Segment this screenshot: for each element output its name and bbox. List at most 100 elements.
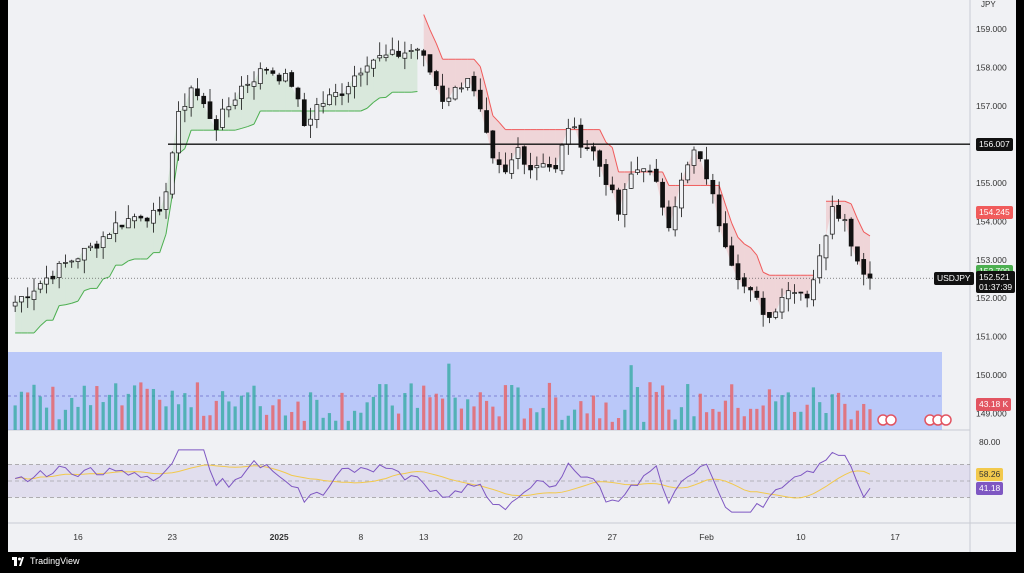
- supertrend-up-fill: [411, 49, 418, 93]
- candle-body: [144, 217, 150, 222]
- supertrend-up-line: [159, 233, 167, 253]
- candle-body: [477, 89, 483, 110]
- candle-body: [301, 99, 307, 126]
- volume-bar: [836, 392, 841, 430]
- candle-body: [320, 103, 326, 107]
- volume-bar: [711, 408, 715, 430]
- supertrend-up-line: [366, 102, 374, 109]
- volume-bar: [818, 402, 822, 430]
- candle-body: [37, 283, 43, 290]
- volume-bar: [786, 392, 790, 430]
- volume-bar: [158, 399, 162, 430]
- supertrend-up-fill: [379, 55, 386, 98]
- candle-body: [710, 179, 716, 195]
- supertrend-up-fill: [404, 50, 412, 93]
- supertrend-up-fill: [247, 81, 254, 127]
- supertrend-up-line: [52, 305, 60, 321]
- volume-bar: [692, 416, 696, 430]
- candle-body: [836, 204, 841, 219]
- supertrend-down-line: [724, 204, 733, 224]
- candle-body: [779, 296, 785, 313]
- candle-body: [565, 128, 571, 145]
- supertrend-up-line: [84, 287, 91, 292]
- volume-bar: [32, 384, 36, 430]
- volume-bar: [453, 397, 457, 430]
- candle-body: [352, 75, 357, 87]
- candle-body: [195, 88, 200, 97]
- supertrend-down-line: [756, 254, 764, 273]
- supertrend-down-fill: [675, 180, 682, 207]
- candle-body: [56, 262, 62, 278]
- volume-bar: [246, 392, 250, 430]
- volume-bar: [673, 419, 677, 430]
- supertrend-up-line: [241, 126, 248, 129]
- volume-bar: [748, 408, 753, 430]
- supertrend-down-fill: [555, 129, 562, 169]
- candle-body: [220, 108, 225, 128]
- candle-body: [735, 263, 741, 281]
- volume-bar: [679, 407, 684, 430]
- candle-body: [107, 234, 112, 239]
- supertrend-down-line: [762, 271, 770, 276]
- time-tick-label: 2025: [270, 532, 289, 542]
- volume-bar: [635, 387, 640, 430]
- time-tick-label: 27: [608, 532, 618, 542]
- candle-body: [842, 219, 848, 222]
- supertrend-up-line: [385, 91, 393, 98]
- volume-bar: [717, 411, 721, 430]
- supertrend-up-line: [373, 97, 381, 103]
- candle-body: [151, 209, 156, 224]
- volume-bar: [535, 412, 539, 430]
- candle-body: [257, 68, 263, 84]
- volume-bar: [862, 403, 866, 430]
- price-tick-label: 153.000: [976, 255, 1007, 265]
- tradingview-logo-icon: [12, 557, 24, 566]
- candle-body: [855, 246, 860, 262]
- supertrend-down-line: [435, 43, 444, 60]
- volume-bar: [761, 405, 765, 430]
- candle-body: [641, 168, 647, 172]
- time-tick-label: 23: [168, 532, 178, 542]
- chart-canvas[interactable]: 159.000158.000157.000156.000155.000154.0…: [8, 0, 1016, 552]
- candle-body: [239, 85, 244, 99]
- candle-body: [383, 54, 389, 58]
- volume-bar: [541, 407, 545, 430]
- supertrend-down-fill: [530, 129, 537, 170]
- volume-bar: [346, 420, 350, 430]
- volume-bar: [598, 418, 602, 430]
- supertrend-down-line: [662, 171, 670, 186]
- supertrend-up-fill: [96, 236, 104, 289]
- volume-bar: [767, 389, 772, 430]
- countdown-timer: 01:37:39: [979, 282, 1013, 293]
- volume-bar: [604, 402, 608, 430]
- candle-body: [616, 189, 621, 215]
- volume-bar: [252, 385, 256, 430]
- price-tick-label: 151.000: [976, 332, 1007, 342]
- candle-body: [232, 99, 238, 106]
- candle-body: [176, 111, 181, 154]
- candle-body: [540, 163, 546, 168]
- volume-bar: [478, 392, 482, 430]
- volume-bar: [591, 395, 596, 430]
- supertrend-up-line: [65, 302, 72, 306]
- supertrend-up-fill: [279, 73, 286, 112]
- volume-bar: [283, 415, 288, 430]
- supertrend-down-line: [731, 222, 739, 238]
- volume-bar: [132, 385, 137, 430]
- candle-body: [314, 104, 320, 120]
- volume-bar: [70, 397, 74, 430]
- candle-body: [69, 260, 75, 263]
- volume-bar: [378, 384, 382, 430]
- candle-body: [716, 194, 722, 227]
- volume-bar: [648, 382, 652, 430]
- supertrend-up-fill: [360, 65, 368, 112]
- volume-bar: [629, 365, 633, 430]
- volume-bar: [686, 384, 690, 430]
- volume-bar: [327, 413, 332, 430]
- candle-body: [276, 74, 282, 82]
- candle-body: [440, 85, 445, 102]
- candle-body: [251, 81, 257, 87]
- volume-bar: [623, 409, 627, 430]
- volume-bar: [258, 406, 262, 430]
- volume-bar: [189, 407, 193, 430]
